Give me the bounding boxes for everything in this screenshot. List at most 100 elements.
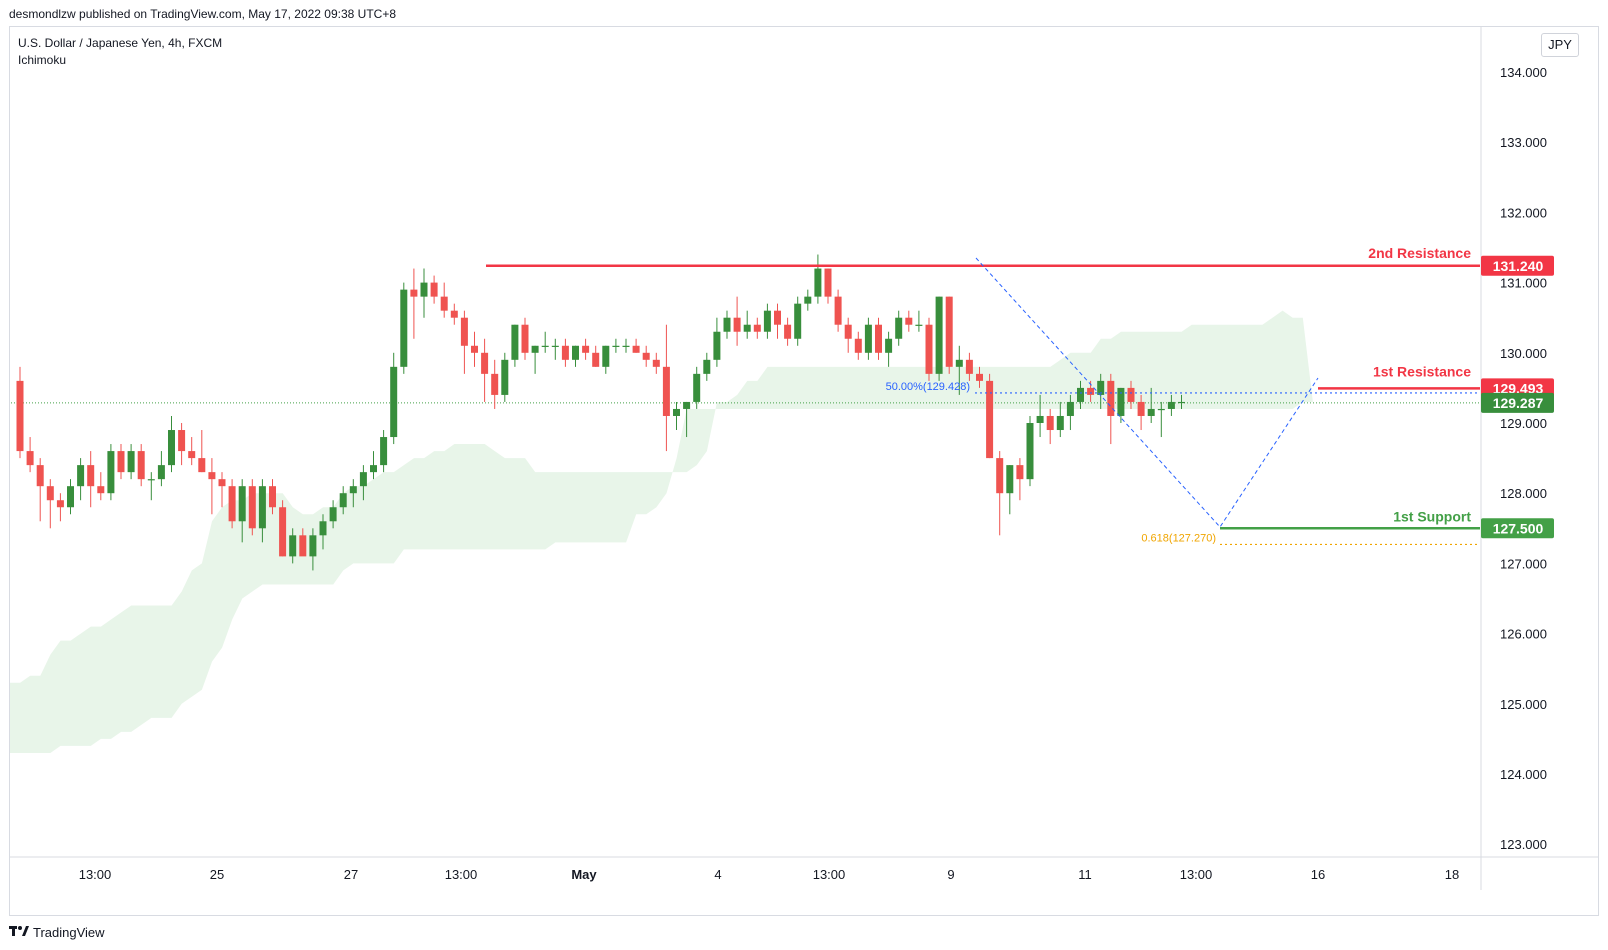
level-label: 1st Support — [1393, 508, 1471, 524]
candle-body — [895, 317, 903, 339]
y-tick-label: 125.000 — [1500, 697, 1547, 712]
candle-body — [279, 507, 287, 557]
x-tick-label: 13:00 — [445, 867, 478, 882]
x-tick-label: 13:00 — [1180, 867, 1213, 882]
candle-body — [1087, 387, 1095, 395]
candle-body — [1006, 465, 1014, 494]
candle-body — [561, 345, 569, 360]
candle-body — [1097, 380, 1105, 395]
candle-body — [905, 317, 913, 325]
candle-body — [804, 296, 812, 304]
candle-body — [178, 430, 186, 452]
candle-body — [309, 535, 317, 557]
candle-body — [1157, 408, 1165, 411]
x-tick-label: 27 — [344, 867, 358, 882]
candle-body — [198, 458, 206, 473]
candle-body — [400, 289, 408, 367]
candle-body — [1036, 415, 1044, 423]
candle-body — [1046, 415, 1054, 431]
indicator-label: Ichimoku — [18, 53, 67, 67]
candle-body — [996, 458, 1004, 494]
axes: 123.000 124.000 125.000 126.000 127.000 128.0… — [79, 65, 1547, 882]
candle-body — [854, 338, 862, 353]
candle-body — [107, 451, 115, 494]
candle-body — [491, 373, 499, 395]
candle-body — [46, 486, 54, 501]
y-tick-label: 134.000 — [1500, 65, 1547, 80]
x-tick-label: 9 — [947, 867, 954, 882]
candle-body — [723, 317, 731, 332]
price-tag-text: 127.500 — [1493, 520, 1544, 536]
candle-body — [1127, 387, 1135, 402]
candle-body — [753, 324, 761, 332]
candle-body — [481, 352, 489, 374]
y-tick-label: 129.000 — [1500, 416, 1547, 431]
y-tick-label: 126.000 — [1500, 627, 1547, 642]
fib-50-label: 50.00%(129.428) — [886, 381, 970, 393]
x-tick-label: 11 — [1078, 867, 1092, 882]
candle-body — [683, 401, 691, 409]
price-tag — [1481, 255, 1554, 276]
candle-body — [965, 359, 973, 374]
published-by-text: desmondlzw published on TradingView.com,… — [9, 7, 397, 21]
x-tick-label: 16 — [1311, 867, 1325, 882]
candle-body — [450, 310, 458, 318]
candle-body — [238, 486, 246, 522]
candle-body — [915, 324, 923, 326]
ichimoku-cloud — [10, 310, 1313, 753]
candle-body — [339, 493, 347, 508]
candle-body — [1056, 415, 1064, 431]
candle-body — [925, 324, 933, 374]
candle-body — [784, 324, 792, 339]
tradingview-logo[interactable]: TradingView — [9, 924, 105, 940]
candle-body — [147, 479, 155, 481]
candle-body — [87, 465, 95, 487]
candle-body — [582, 345, 590, 353]
last-price-tag — [1481, 392, 1554, 413]
x-tick-label: 25 — [210, 867, 224, 882]
candle-body — [511, 324, 519, 360]
candle-body — [299, 535, 307, 557]
candle-body — [127, 451, 135, 473]
candle-body — [1066, 401, 1074, 416]
candle-body — [218, 479, 226, 487]
y-tick-label: 128.000 — [1500, 486, 1547, 501]
candle-body — [642, 352, 650, 360]
candle-body — [986, 380, 994, 459]
fib-trend-line — [975, 257, 1319, 528]
candle-body — [168, 430, 175, 466]
level-label: 2nd Resistance — [1368, 245, 1471, 261]
candle-body — [289, 535, 297, 557]
price-axis-divider — [10, 27, 1598, 890]
candle-body — [1077, 387, 1084, 402]
tradingview-mark-icon — [9, 924, 29, 940]
y-tick-label: 127.000 — [1500, 556, 1547, 571]
candle-body — [743, 324, 751, 332]
candle-body — [370, 465, 377, 473]
chart-legend: U.S. Dollar / Japanese Yen, 4h, FXCM Ich… — [18, 35, 222, 69]
candle-body — [1178, 401, 1185, 404]
candle-body — [501, 359, 509, 395]
candle-body — [258, 486, 266, 529]
candle-body — [380, 437, 388, 466]
tradingview-brand: TradingView — [33, 924, 105, 940]
candle-body — [622, 345, 630, 347]
x-tick-label: 4 — [714, 867, 721, 882]
candle-body — [26, 451, 34, 466]
candle-body — [440, 296, 448, 311]
candle-body — [844, 324, 852, 339]
candle-body — [137, 451, 145, 480]
candle-body — [794, 303, 802, 339]
candle-body — [673, 408, 680, 416]
candle-body — [1147, 408, 1155, 416]
candle-body — [551, 345, 559, 347]
y-tick-label: 131.000 — [1500, 276, 1547, 291]
currency-button[interactable]: JPY — [1541, 33, 1579, 57]
candle-body — [228, 486, 236, 522]
candle-body — [662, 366, 670, 416]
candle-body — [774, 310, 781, 325]
candle-body — [814, 268, 822, 297]
symbol-label: U.S. Dollar / Japanese Yen, 4h, FXCM — [18, 36, 223, 50]
y-tick-label: 123.000 — [1500, 837, 1547, 852]
